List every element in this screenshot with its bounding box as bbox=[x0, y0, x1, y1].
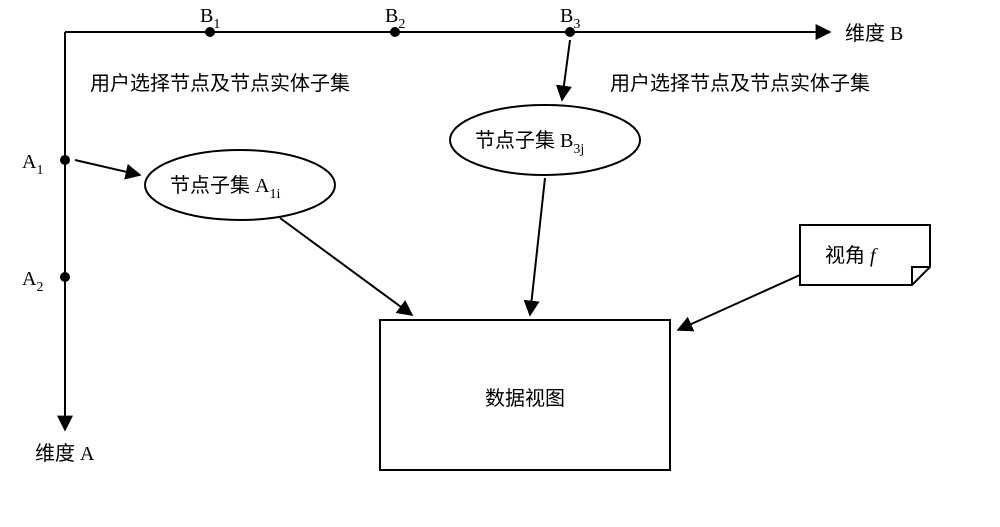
label-data-view: 数据视图 bbox=[485, 387, 565, 410]
arrow-note-to-view bbox=[678, 275, 800, 330]
label-subset-a: 节点子集 A1i bbox=[170, 174, 280, 202]
label-a2: A2 bbox=[22, 268, 43, 295]
arrow-b3-to-ellipse-b bbox=[562, 40, 570, 100]
dot-a2 bbox=[60, 272, 70, 282]
label-user-select-left: 用户选择节点及节点实体子集 bbox=[90, 72, 350, 95]
label-a1: A1 bbox=[22, 151, 43, 178]
label-user-select-right: 用户选择节点及节点实体子集 bbox=[610, 72, 870, 95]
dot-a1 bbox=[60, 155, 70, 165]
label-dim-a: 维度 A bbox=[35, 442, 95, 465]
label-perspective: 视角 f bbox=[825, 244, 878, 267]
arrow-ellipse-b-to-view bbox=[530, 178, 545, 315]
label-subset-b: 节点子集 B3j bbox=[475, 129, 584, 157]
arrow-a1-to-ellipse-a bbox=[75, 160, 140, 175]
arrow-ellipse-a-to-view bbox=[280, 218, 412, 315]
label-dim-b: 维度 B bbox=[845, 22, 903, 45]
note-perspective: 视角 f bbox=[800, 225, 930, 285]
